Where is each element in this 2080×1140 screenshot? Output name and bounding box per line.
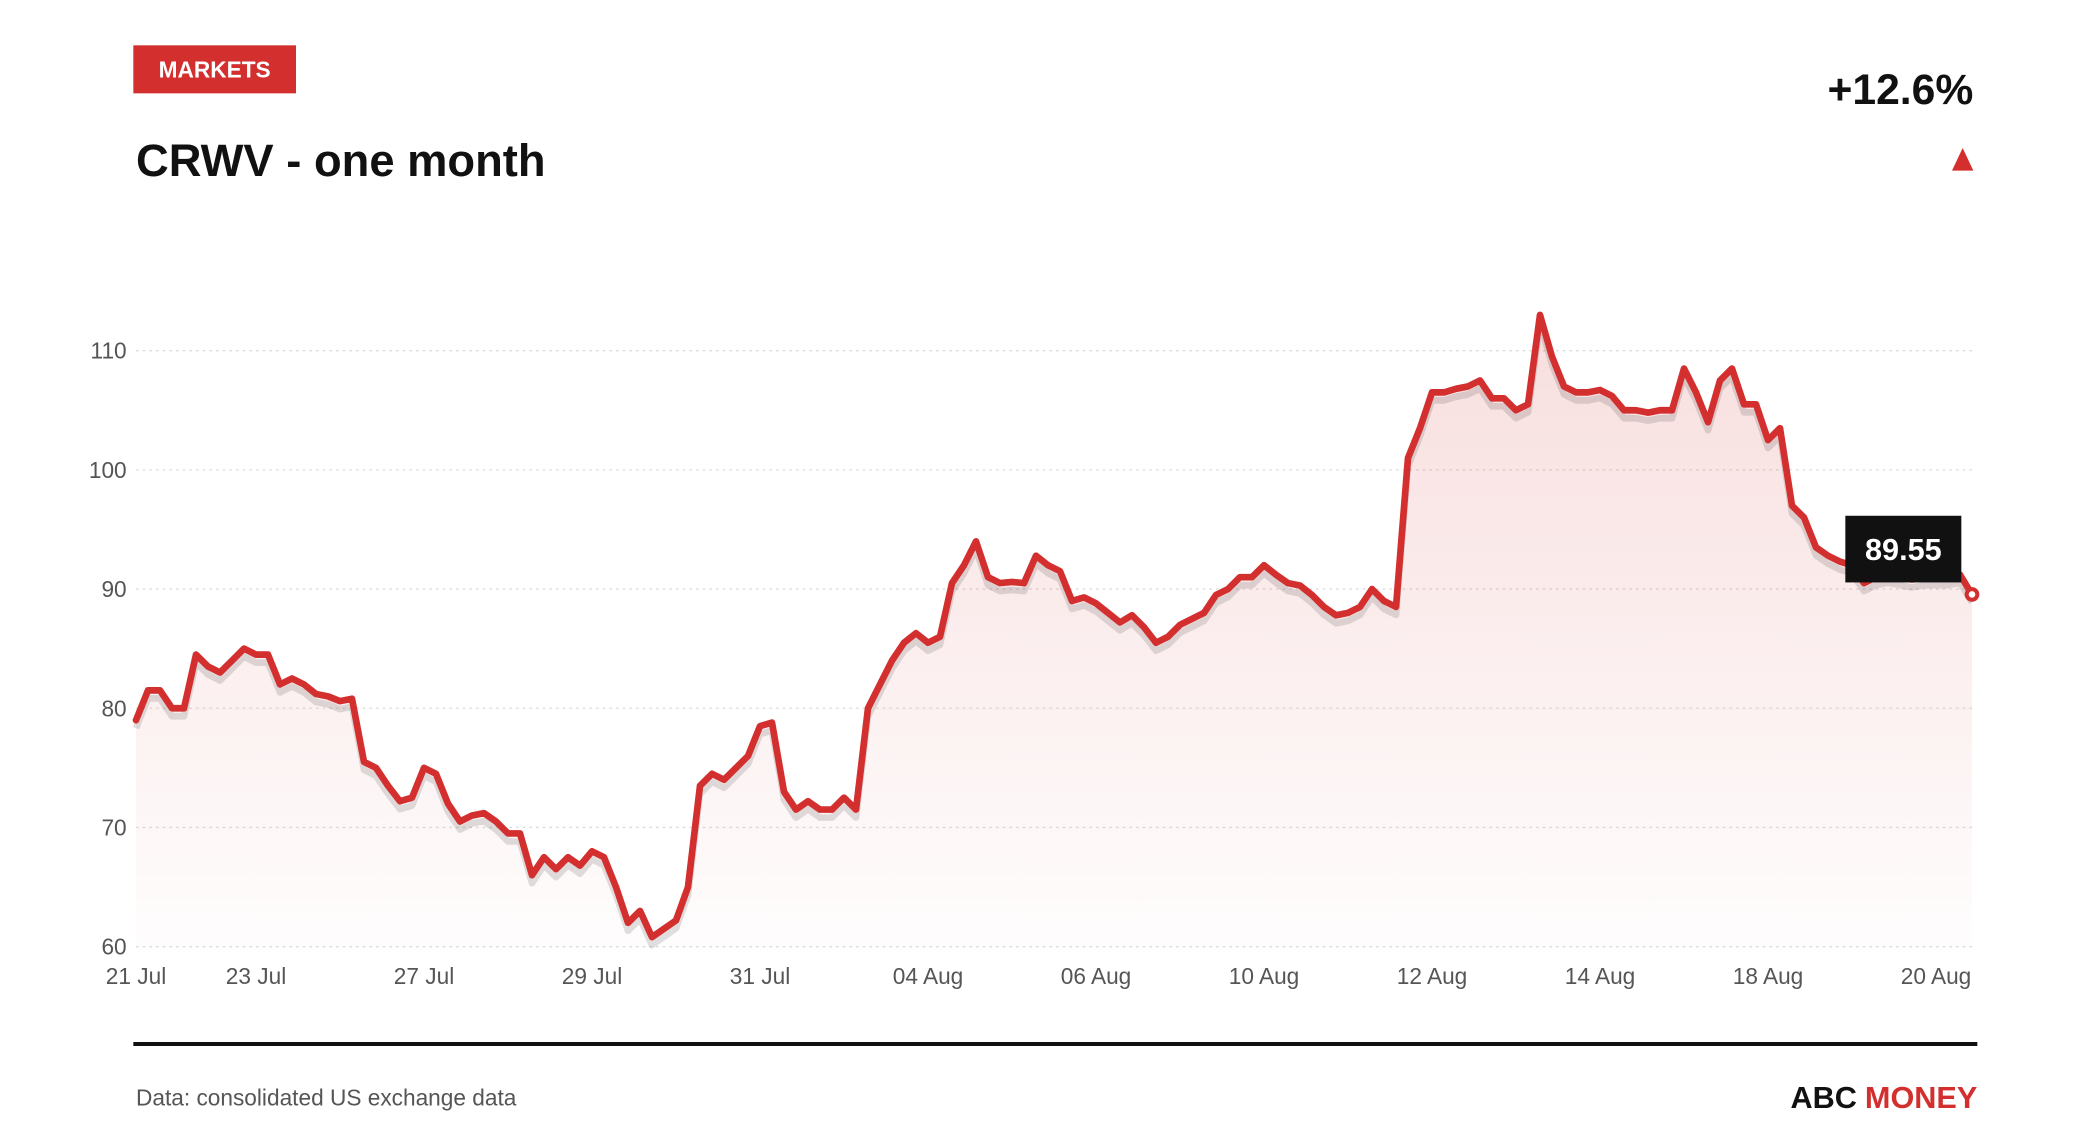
plot: 60 70 80 90 100 110 21 Jul 23 Jul 27 Jul 29 Jul 31… — [89, 311, 1980, 989]
x-tick-label: 27 Jul — [394, 963, 454, 989]
brand: ABC MONEY — [1790, 1081, 1977, 1115]
source: Data: consolidated US exchange data — [136, 1084, 517, 1110]
x-tick-label: 10 Aug — [1229, 963, 1300, 989]
brand-second: MONEY — [1865, 1081, 1977, 1115]
area — [136, 314, 1972, 947]
y-tick-label: 60 — [101, 934, 126, 960]
tag: MARKETS — [159, 56, 271, 82]
y-tick-label: 90 — [101, 576, 126, 602]
value-callout: 89.55 — [1865, 533, 1942, 567]
brand-first: ABC — [1790, 1081, 1856, 1115]
tag-badge — [133, 45, 296, 94]
y-tick-label: 100 — [89, 457, 127, 483]
end-point — [1964, 587, 1980, 602]
x-tick-label: 21 Jul — [106, 963, 166, 989]
up-arrow — [1952, 148, 1974, 171]
chart-title: CRWV - one month — [136, 135, 546, 186]
x-tick-label: 04 Aug — [893, 963, 964, 989]
x-tick-label: 06 Aug — [1061, 963, 1132, 989]
x-tick-label: 29 Jul — [562, 963, 622, 989]
value-callout-box — [1845, 515, 1962, 583]
x-tick-label: 12 Aug — [1397, 963, 1468, 989]
y-tick-label: 110 — [91, 338, 127, 364]
y-tick-label: 70 — [101, 814, 126, 840]
y-tick-label: 80 — [101, 695, 126, 721]
x-tick-label: 18 Aug — [1733, 963, 1804, 989]
x-tick-label: 20 Aug — [1901, 963, 1972, 989]
line — [132, 311, 1976, 941]
change: +12.6% — [1827, 66, 1973, 114]
x-tick-label: 14 Aug — [1565, 963, 1636, 989]
x-tick-label: 23 Jul — [226, 963, 286, 989]
x-tick-label: 31 Jul — [730, 963, 790, 989]
